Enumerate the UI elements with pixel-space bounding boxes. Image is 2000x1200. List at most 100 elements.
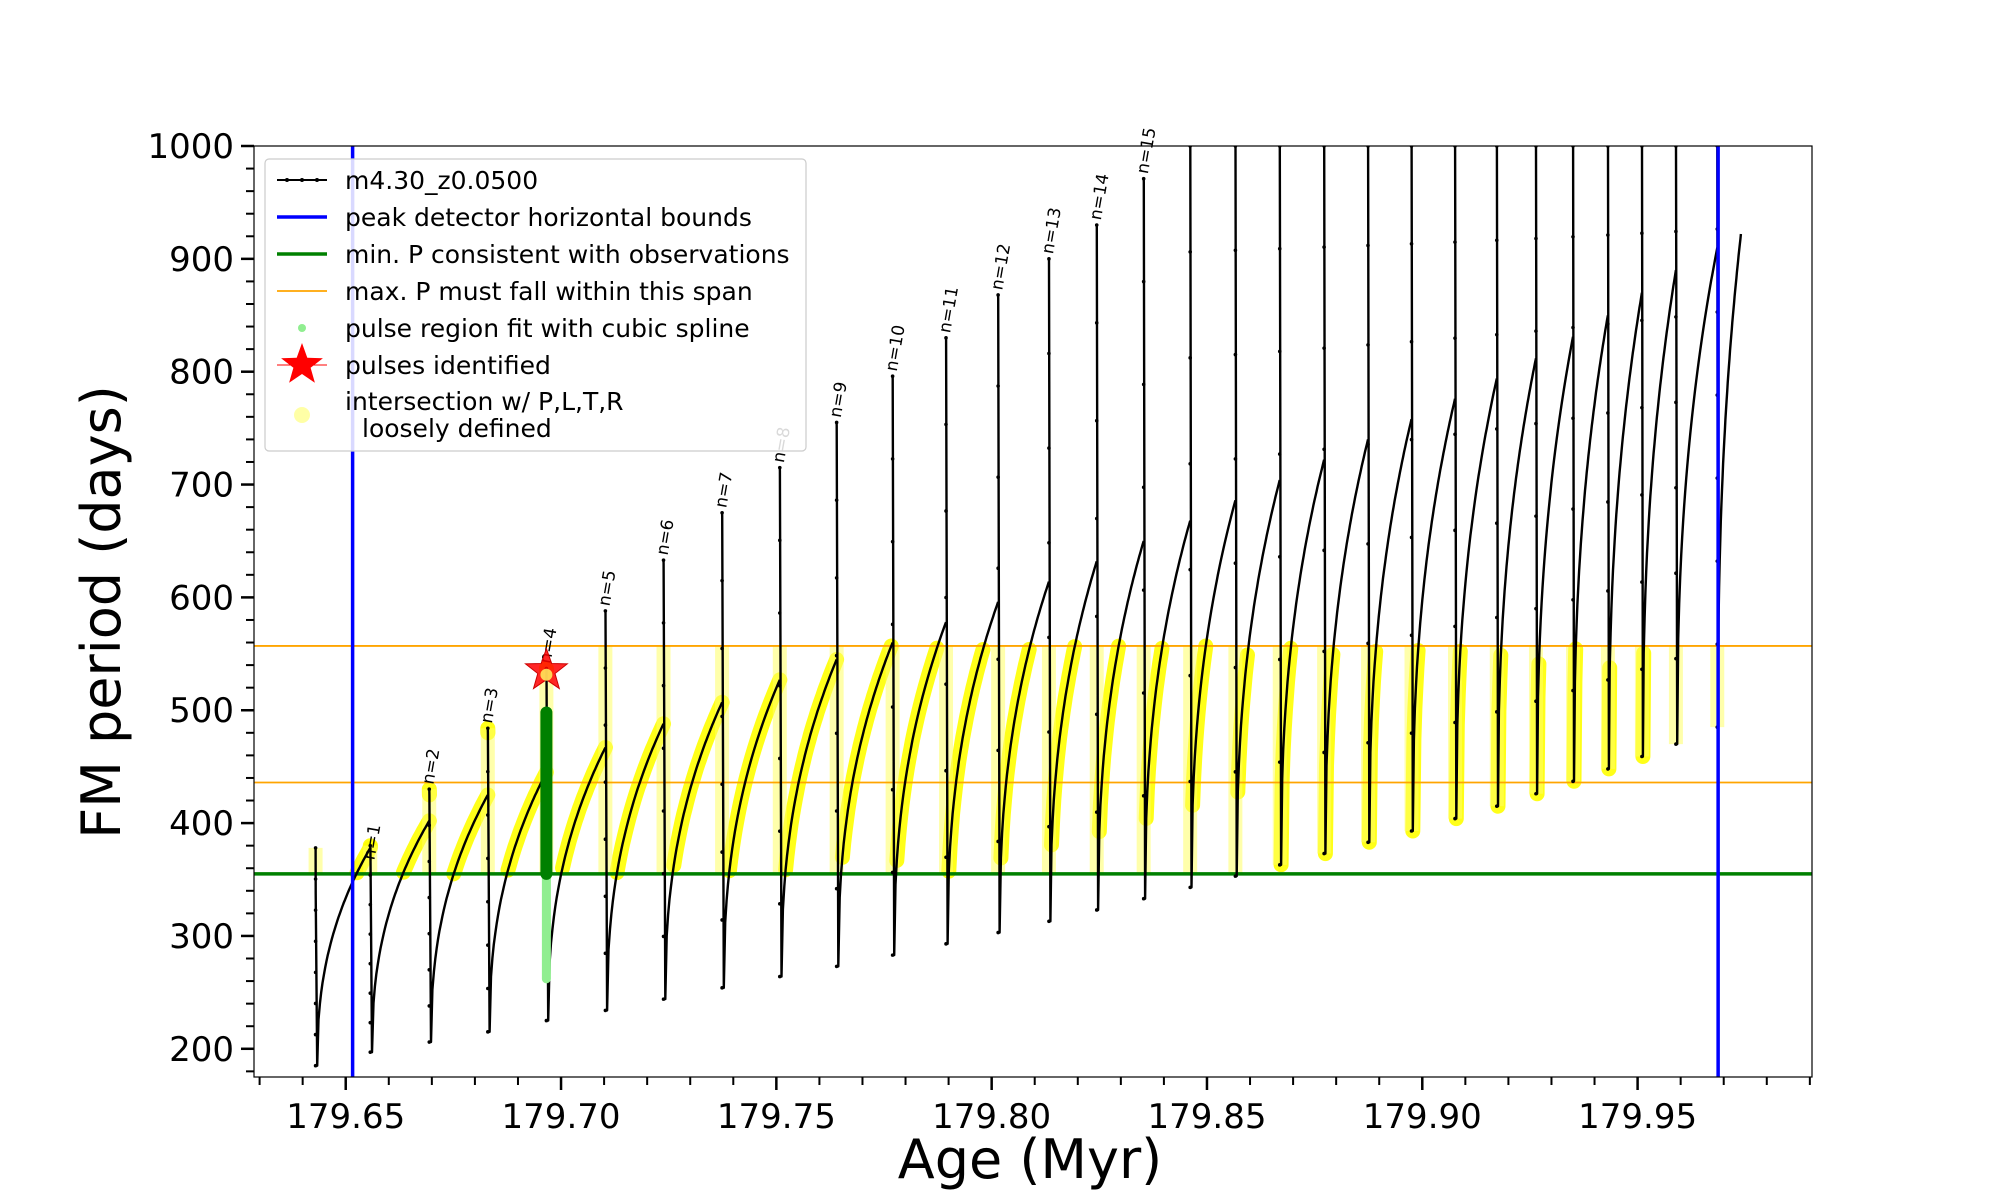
series-point bbox=[603, 894, 608, 899]
series-point bbox=[944, 595, 948, 600]
series-line bbox=[996, 294, 1051, 934]
series-point bbox=[777, 538, 782, 543]
series-point bbox=[486, 769, 490, 774]
series-point bbox=[1188, 779, 1192, 784]
series-point bbox=[486, 943, 490, 947]
series-point bbox=[1606, 233, 1610, 237]
series-point bbox=[1233, 770, 1238, 774]
series-point bbox=[661, 871, 666, 876]
series-point bbox=[1233, 352, 1238, 357]
series-point bbox=[427, 967, 432, 972]
series-line bbox=[891, 376, 948, 957]
series-point bbox=[1233, 457, 1238, 461]
series-point bbox=[1047, 635, 1051, 640]
series-point bbox=[486, 726, 490, 731]
legend-symbol bbox=[294, 407, 310, 423]
series-point bbox=[1453, 720, 1457, 725]
legend-label: pulse region fit with cubic spline bbox=[345, 314, 750, 343]
series-point bbox=[1047, 540, 1051, 545]
series-point bbox=[1453, 624, 1457, 629]
series-point bbox=[1141, 382, 1146, 387]
series-point bbox=[1409, 829, 1414, 833]
series-point bbox=[1366, 641, 1370, 646]
series-point bbox=[661, 683, 666, 688]
legend-label: max. P must fall within this span bbox=[345, 277, 753, 306]
x-tick-label: 179.80 bbox=[932, 1097, 1051, 1137]
legend-marker bbox=[285, 178, 289, 182]
series-point bbox=[890, 539, 895, 544]
series-point bbox=[1674, 571, 1678, 576]
series-point bbox=[1534, 606, 1538, 611]
series-point bbox=[1366, 442, 1370, 447]
series-point bbox=[1606, 322, 1610, 326]
series-point bbox=[1322, 548, 1326, 553]
series-line bbox=[1047, 258, 1098, 923]
series-point bbox=[1277, 554, 1282, 559]
series-point bbox=[1047, 446, 1051, 450]
legend-label: pulses identified bbox=[345, 351, 551, 380]
series-point bbox=[1453, 816, 1457, 821]
series-point bbox=[720, 850, 724, 854]
series-point bbox=[996, 475, 1000, 479]
series-point bbox=[427, 895, 432, 900]
series-point bbox=[427, 823, 432, 828]
series-line bbox=[1640, 146, 1678, 758]
series-point bbox=[1534, 791, 1538, 796]
series-point bbox=[1277, 349, 1282, 354]
series-point bbox=[1322, 346, 1326, 350]
x-tick-label: 179.85 bbox=[1147, 1097, 1266, 1137]
series-point bbox=[486, 813, 490, 817]
series-point bbox=[720, 714, 724, 719]
series-point bbox=[944, 509, 948, 513]
series-point bbox=[1322, 245, 1326, 249]
series-point bbox=[1571, 507, 1575, 511]
series-point bbox=[944, 855, 948, 860]
series-point bbox=[1640, 667, 1644, 672]
y-tick-label: 900 bbox=[169, 240, 234, 280]
series-point bbox=[777, 683, 782, 688]
y-tick-label: 300 bbox=[169, 917, 234, 957]
legend-marker bbox=[300, 178, 304, 182]
series-line bbox=[944, 337, 1000, 945]
series-point bbox=[1141, 691, 1146, 695]
series-point bbox=[486, 1030, 490, 1034]
series-point bbox=[777, 902, 782, 906]
y-tick-label: 600 bbox=[169, 578, 234, 618]
series-point bbox=[603, 837, 608, 842]
series-point bbox=[1571, 416, 1575, 421]
series-point bbox=[1571, 234, 1575, 239]
series-point bbox=[834, 653, 839, 658]
series-point bbox=[1047, 919, 1051, 924]
series-point bbox=[1409, 731, 1414, 735]
series-point bbox=[368, 1050, 373, 1054]
series-point bbox=[1094, 516, 1099, 521]
series-point bbox=[1674, 315, 1678, 319]
series-point bbox=[944, 336, 948, 340]
series-point bbox=[777, 974, 782, 979]
series-point bbox=[1047, 351, 1051, 356]
series-point bbox=[834, 576, 839, 580]
series-point bbox=[1366, 243, 1370, 248]
series-point bbox=[1141, 588, 1146, 592]
series-point bbox=[944, 768, 948, 773]
legend-label: peak detector horizontal bounds bbox=[345, 203, 752, 232]
series-point bbox=[1606, 678, 1610, 682]
series-point bbox=[603, 666, 608, 670]
series-point bbox=[661, 746, 666, 751]
legend-label: loosely defined bbox=[362, 414, 552, 443]
series-point bbox=[603, 951, 608, 956]
series-point bbox=[1322, 750, 1326, 755]
series-line bbox=[1278, 146, 1326, 866]
series-point bbox=[996, 839, 1000, 844]
series-point bbox=[1571, 779, 1575, 784]
series-point bbox=[1322, 447, 1326, 452]
series-point bbox=[1640, 318, 1644, 323]
series-point bbox=[996, 566, 1000, 571]
series-point bbox=[427, 931, 432, 936]
series-point bbox=[1047, 730, 1051, 734]
series-point bbox=[1141, 176, 1146, 181]
pulses-identified-marker bbox=[524, 647, 569, 690]
series-point bbox=[1047, 257, 1051, 261]
series-point bbox=[1453, 336, 1457, 340]
